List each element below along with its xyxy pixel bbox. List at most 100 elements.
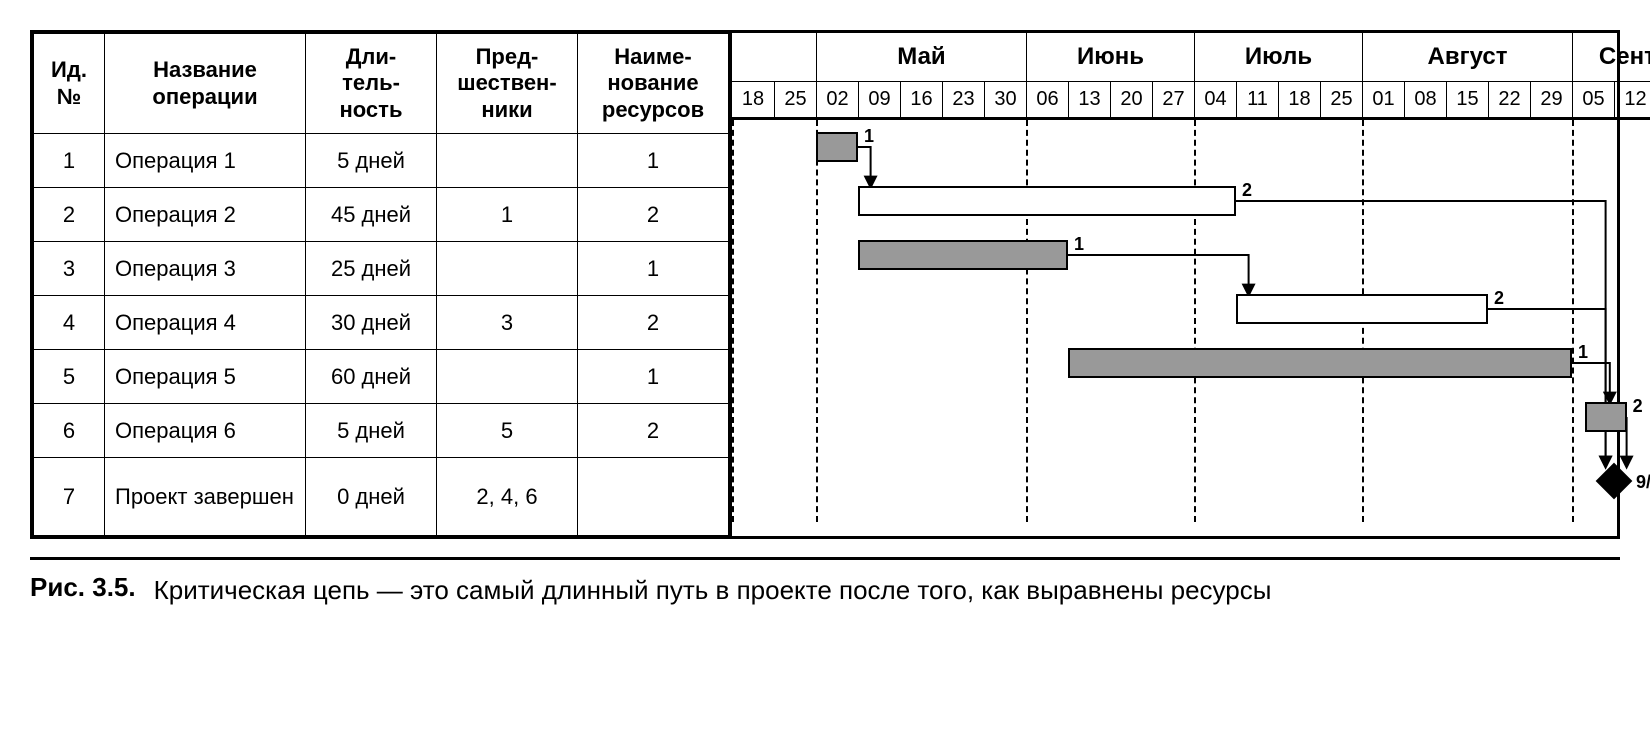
th-resources: Наиме- нование ресурсов	[578, 34, 729, 134]
table-row: 4Операция 430 дней32	[34, 296, 729, 350]
table-row: 6Операция 65 дней52	[34, 404, 729, 458]
chart-box: Ид. № Название операции Дли- тель- ность…	[30, 30, 1620, 539]
table-row: 1Операция 15 дней1	[34, 134, 729, 188]
table-row: 7Проект завершен0 дней2, 4, 6	[34, 458, 729, 536]
month-label	[732, 33, 816, 81]
milestone-icon	[1596, 463, 1633, 500]
gantt-bar	[1236, 294, 1488, 324]
day-label: 18	[1278, 82, 1320, 117]
days-row: 1825020916233006132027041118250108152229…	[732, 81, 1650, 117]
day-label: 30	[984, 82, 1026, 117]
gantt-panel: МайИюньИюльАвгустСентябрь 18250209162330…	[732, 33, 1650, 536]
cell-name: Операция 1	[105, 134, 306, 188]
months-row: МайИюньИюльАвгустСентябрь	[732, 33, 1650, 81]
cell-predecessors	[437, 134, 578, 188]
gantt-bar	[858, 186, 1236, 216]
cell-predecessors: 1	[437, 188, 578, 242]
cell-id: 6	[34, 404, 105, 458]
day-label: 12	[1614, 82, 1650, 117]
table-row: 3Операция 325 дней 1	[34, 242, 729, 296]
cell-name: Операция 2	[105, 188, 306, 242]
day-label: 25	[774, 82, 816, 117]
day-label: 02	[816, 82, 858, 117]
gantt-row: 2	[732, 282, 1650, 336]
cell-resource: 2	[578, 404, 729, 458]
month-label: Июнь	[1026, 33, 1194, 81]
gantt-bar-label: 1	[1578, 342, 1588, 363]
gantt-row: 1	[732, 336, 1650, 390]
cell-predecessors	[437, 350, 578, 404]
th-name: Название операции	[105, 34, 306, 134]
cell-id: 4	[34, 296, 105, 350]
cell-resource: 1	[578, 350, 729, 404]
gantt-row: 1	[732, 120, 1650, 174]
day-label: 15	[1446, 82, 1488, 117]
gantt-bar-label: 1	[1074, 234, 1084, 255]
cell-predecessors	[437, 242, 578, 296]
gantt-row: 9/13	[732, 444, 1650, 522]
caption-rule	[30, 557, 1620, 560]
cell-duration: 45 дней	[306, 188, 437, 242]
month-label: Июль	[1194, 33, 1362, 81]
gantt-bar-label: 1	[864, 126, 874, 147]
cell-id: 5	[34, 350, 105, 404]
milestone-label: 9/13	[1636, 472, 1650, 493]
day-label: 22	[1488, 82, 1530, 117]
cell-id: 1	[34, 134, 105, 188]
gantt-bar	[816, 132, 858, 162]
day-label: 16	[900, 82, 942, 117]
task-table-panel: Ид. № Название операции Дли- тель- ность…	[33, 33, 732, 536]
cell-name: Операция 6	[105, 404, 306, 458]
gantt-bar	[858, 240, 1068, 270]
cell-duration: 5 дней	[306, 134, 437, 188]
day-label: 04	[1194, 82, 1236, 117]
day-label: 23	[942, 82, 984, 117]
th-predecessors: Пред- шествен- ники	[437, 34, 578, 134]
cell-name: Операция 4	[105, 296, 306, 350]
figure-caption: Рис. 3.5. Критическая цепь — это самый д…	[30, 572, 1620, 608]
cell-resource: 2	[578, 188, 729, 242]
table-row: 2Операция 245 дней12	[34, 188, 729, 242]
cell-predecessors: 3	[437, 296, 578, 350]
cell-id: 3	[34, 242, 105, 296]
day-label: 20	[1110, 82, 1152, 117]
cell-duration: 25 дней	[306, 242, 437, 296]
cell-name: Проект завершен	[105, 458, 306, 536]
gantt-row: 2	[732, 390, 1650, 444]
gantt-row: 2	[732, 174, 1650, 228]
day-label: 29	[1530, 82, 1572, 117]
cell-duration: 30 дней	[306, 296, 437, 350]
cell-predecessors: 5	[437, 404, 578, 458]
gantt-body: 1 2 1 2 1 2 9/13	[732, 120, 1650, 522]
timeline-header: МайИюньИюльАвгустСентябрь 18250209162330…	[732, 33, 1650, 120]
month-label: Май	[816, 33, 1026, 81]
gantt-bar-label: 2	[1242, 180, 1252, 201]
gantt-row: 1	[732, 228, 1650, 282]
gantt-bar-label: 2	[1494, 288, 1504, 309]
day-label: 01	[1362, 82, 1404, 117]
gantt-bar-label: 2	[1633, 396, 1643, 417]
cell-name: Операция 5	[105, 350, 306, 404]
month-label: Сентябрь	[1572, 33, 1650, 81]
cell-resource: 1	[578, 242, 729, 296]
cell-id: 2	[34, 188, 105, 242]
cell-predecessors: 2, 4, 6	[437, 458, 578, 536]
cell-name: Операция 3	[105, 242, 306, 296]
day-label: 06	[1026, 82, 1068, 117]
gantt-bar	[1585, 402, 1627, 432]
caption-text: Критическая цепь — это самый длинный пут…	[154, 572, 1272, 608]
gantt-bar	[1068, 348, 1572, 378]
cell-id: 7	[34, 458, 105, 536]
month-label: Август	[1362, 33, 1572, 81]
day-label: 25	[1320, 82, 1362, 117]
cell-resource: 1	[578, 134, 729, 188]
day-label: 05	[1572, 82, 1614, 117]
gantt-figure: Ид. № Название операции Дли- тель- ность…	[30, 30, 1620, 608]
th-duration: Дли- тель- ность	[306, 34, 437, 134]
th-id: Ид. №	[34, 34, 105, 134]
cell-resource: 2	[578, 296, 729, 350]
day-label: 11	[1236, 82, 1278, 117]
day-label: 18	[732, 82, 774, 117]
cell-resource	[578, 458, 729, 536]
cell-duration: 60 дней	[306, 350, 437, 404]
